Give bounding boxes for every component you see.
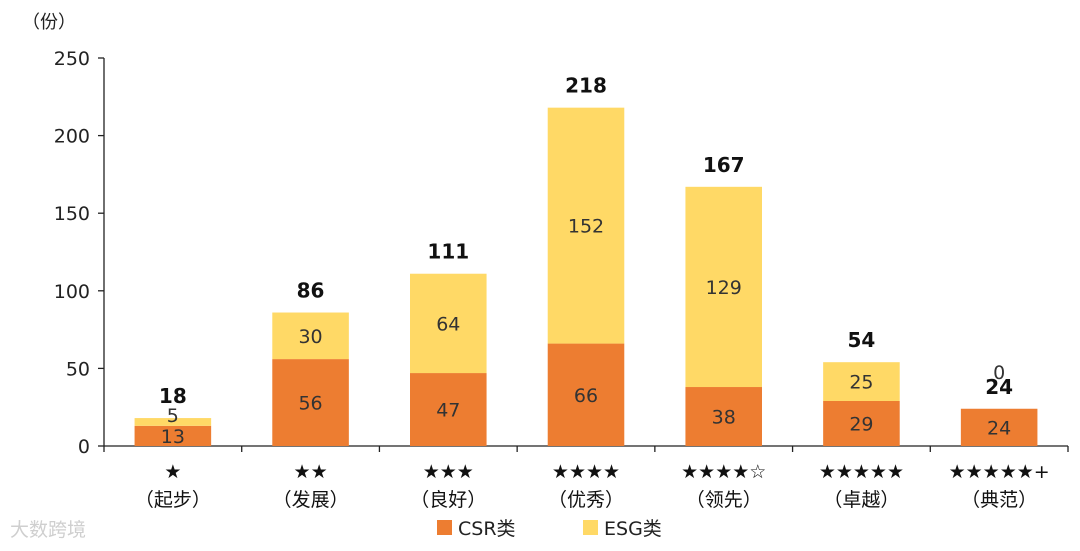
- x-tick-label-name: （卓越）: [823, 489, 899, 511]
- bar-segment: [272, 359, 349, 446]
- bar-segment: [410, 373, 487, 446]
- data-label: 64: [436, 313, 460, 335]
- data-label: 0: [993, 362, 1005, 384]
- y-axis-unit-label: （份）: [22, 12, 76, 33]
- x-tick-label-stars: ★★★★★+: [949, 461, 1050, 483]
- total-label: 86: [297, 279, 325, 303]
- x-tick-label-name: （起步）: [135, 489, 211, 511]
- data-label: 13: [161, 426, 185, 448]
- x-tick-label-name: （优秀）: [548, 489, 624, 511]
- data-label: 25: [849, 372, 873, 394]
- x-tick-label-stars: ★★★★: [552, 461, 620, 483]
- y-tick-label: 100: [54, 281, 90, 303]
- y-tick-label: 150: [54, 203, 90, 225]
- x-tick-label-name: （典范）: [961, 489, 1037, 511]
- bar-segment: [134, 425, 212, 446]
- bar-segment: [547, 343, 625, 446]
- x-tick-label-name: （领先）: [686, 489, 762, 511]
- data-label: 30: [298, 326, 322, 348]
- x-tick-label-stars: ★★: [294, 461, 328, 483]
- bar-segment: [685, 186, 762, 388]
- data-label: 5: [167, 405, 179, 427]
- legend-label: CSR类: [458, 518, 516, 540]
- data-label: 29: [849, 413, 873, 435]
- y-tick-label: 50: [66, 358, 90, 380]
- x-tick-label-stars: ★★★★★: [819, 461, 904, 483]
- data-label: 129: [706, 277, 742, 299]
- y-tick-label: 250: [54, 48, 90, 70]
- x-tick-label-stars: ★: [164, 461, 181, 483]
- legend-swatch: [437, 520, 452, 535]
- legend-label: ESG类: [604, 518, 662, 540]
- x-tick-label-name: （良好）: [410, 489, 486, 511]
- data-label: 24: [987, 417, 1011, 439]
- x-tick-label-stars: ★★★★☆: [681, 461, 766, 483]
- total-label: 24: [985, 375, 1013, 399]
- data-label: 152: [568, 216, 604, 238]
- total-label: 18: [159, 384, 187, 408]
- legend: CSR类 ESG类: [437, 518, 662, 540]
- data-label: 66: [574, 385, 598, 407]
- bar-segment: [410, 273, 487, 374]
- bar-segment: [272, 312, 349, 360]
- total-label: 218: [565, 74, 607, 98]
- data-label: 56: [298, 393, 322, 415]
- bar-segment: [960, 408, 1038, 446]
- bar-segment: [685, 387, 762, 446]
- bar-segment: [547, 107, 625, 344]
- data-label: 47: [436, 400, 460, 422]
- watermark-text: 大数跨境: [10, 519, 87, 541]
- bar-segment: [823, 400, 900, 446]
- total-label: 111: [427, 240, 469, 264]
- data-label: 38: [712, 407, 736, 429]
- y-tick-label: 0: [78, 436, 90, 458]
- bar-segment: [823, 362, 900, 401]
- legend-swatch: [583, 520, 598, 535]
- bars-group: [134, 107, 1038, 446]
- x-tick-label-name: （发展）: [273, 489, 349, 511]
- total-label: 167: [703, 153, 745, 177]
- bar-segment: [134, 418, 212, 426]
- y-tick-label: 200: [54, 126, 90, 148]
- x-tick-label-stars: ★★★: [423, 461, 474, 483]
- total-label: 54: [848, 328, 876, 352]
